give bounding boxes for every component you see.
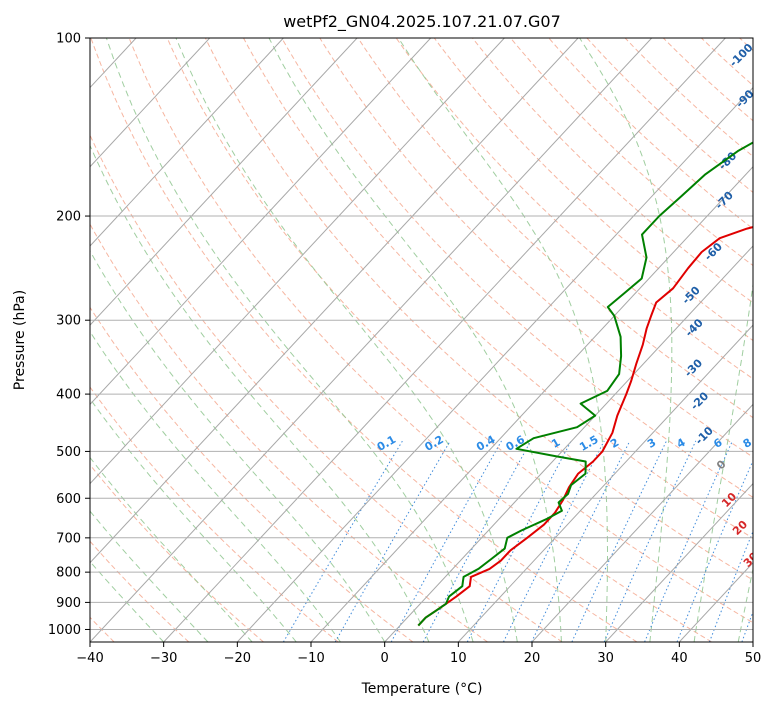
- dry-adiabat: [281, 38, 753, 498]
- skew-isotherm: [310, 165, 753, 642]
- skew-isotherm: [90, 38, 432, 406]
- moist-adiabat: [268, 38, 562, 642]
- moist-adiabat: [579, 38, 673, 642]
- mixing-ratio-line: [644, 440, 733, 642]
- x-tick-label: −10: [297, 651, 324, 666]
- skew-isotherm: [90, 38, 505, 485]
- skew-isotherm: [384, 245, 753, 642]
- mixing-ratio-line: [503, 440, 605, 642]
- moist-adiabat: [175, 38, 518, 642]
- moist-adiabat: [90, 397, 297, 642]
- skew-isotherm: [90, 38, 653, 642]
- moist-adiabat: [90, 249, 386, 642]
- dry-adiabat: [357, 38, 753, 419]
- moist-adiabat: [90, 144, 430, 642]
- y-axis-ticks: 1000 900 800 700 600 500 400 300 200 100: [48, 32, 90, 638]
- skew-isotherm: [163, 38, 726, 642]
- mixing-ratio-line: [603, 440, 697, 642]
- horizontal-gridlines: [90, 38, 753, 630]
- dry-adiabat: [90, 38, 638, 642]
- dry-adiabat: [90, 463, 264, 642]
- x-tick-label: 50: [745, 651, 762, 666]
- y-tick-label: 300: [56, 314, 81, 329]
- data-series: [417, 141, 753, 627]
- mixing-ratio-line: [390, 440, 502, 642]
- skew-isotherm: [90, 38, 284, 247]
- y-tick-label: 900: [56, 596, 81, 611]
- y-tick-label: 100: [56, 32, 81, 47]
- y-tick-label: 500: [56, 445, 81, 460]
- skew-isotherm: [531, 403, 753, 642]
- y-tick-label: 400: [56, 388, 81, 403]
- dry-adiabat: [90, 386, 339, 642]
- dry-adiabat: [90, 133, 563, 642]
- mixing-ratio-line: [334, 440, 451, 642]
- temperature-profile-line: [417, 226, 753, 627]
- moist-adiabat: [90, 330, 341, 642]
- skew-isotherm: [90, 38, 358, 326]
- y-tick-label: 200: [56, 210, 81, 225]
- skew-isotherm: [457, 324, 753, 642]
- dewpoint-profile-line: [417, 141, 753, 627]
- skew-isotherm: [90, 38, 579, 564]
- x-tick-label: −40: [76, 651, 103, 666]
- dry-adiabat: [90, 306, 414, 642]
- x-axis-label: Temperature (°C): [361, 681, 483, 697]
- dry-adiabat: [548, 38, 753, 230]
- plot-area: 0.10.20.40.611.52346810131620253036 -100…: [90, 38, 753, 642]
- y-tick-label: 800: [56, 566, 81, 581]
- moist-adiabat: [737, 566, 753, 642]
- dry-adiabat: [395, 38, 753, 380]
- skew-isotherm: [236, 86, 753, 642]
- x-tick-label: 40: [671, 651, 688, 666]
- x-tick-label: 20: [524, 651, 541, 666]
- x-tick-label: 0: [381, 651, 389, 666]
- x-tick-label: −30: [150, 651, 177, 666]
- background-lines: [90, 38, 753, 642]
- y-tick-label: 1000: [48, 623, 81, 638]
- x-tick-label: 30: [597, 651, 614, 666]
- y-axis-label: Pressure (hPa): [12, 290, 28, 390]
- moist-adiabat: [397, 38, 608, 642]
- dry-adiabat: [472, 38, 753, 304]
- x-axis-ticks: −40 −30 −20 −10 0 10 20 30 40 50: [76, 642, 761, 666]
- moist-adiabat: [693, 281, 753, 642]
- plot-border: [89, 37, 754, 643]
- dry-adiabat: [433, 38, 753, 342]
- moist-adiabat: [105, 38, 474, 642]
- x-tick-label: −20: [224, 651, 251, 666]
- dry-adiabat: [128, 38, 712, 642]
- chart-title: wetPf2_GN04.2025.107.21.07.G07: [283, 12, 561, 32]
- skew-isotherm: [90, 38, 211, 168]
- dry-adiabat: [624, 38, 753, 158]
- y-tick-label: 700: [56, 531, 81, 546]
- dry-adiabat: [90, 223, 488, 642]
- mixing-ratio-line: [571, 440, 667, 642]
- skew-isotherm: [605, 482, 753, 642]
- y-tick-label: 600: [56, 492, 81, 507]
- mixing-ratio-line: [282, 440, 403, 642]
- x-tick-label: 10: [450, 651, 467, 666]
